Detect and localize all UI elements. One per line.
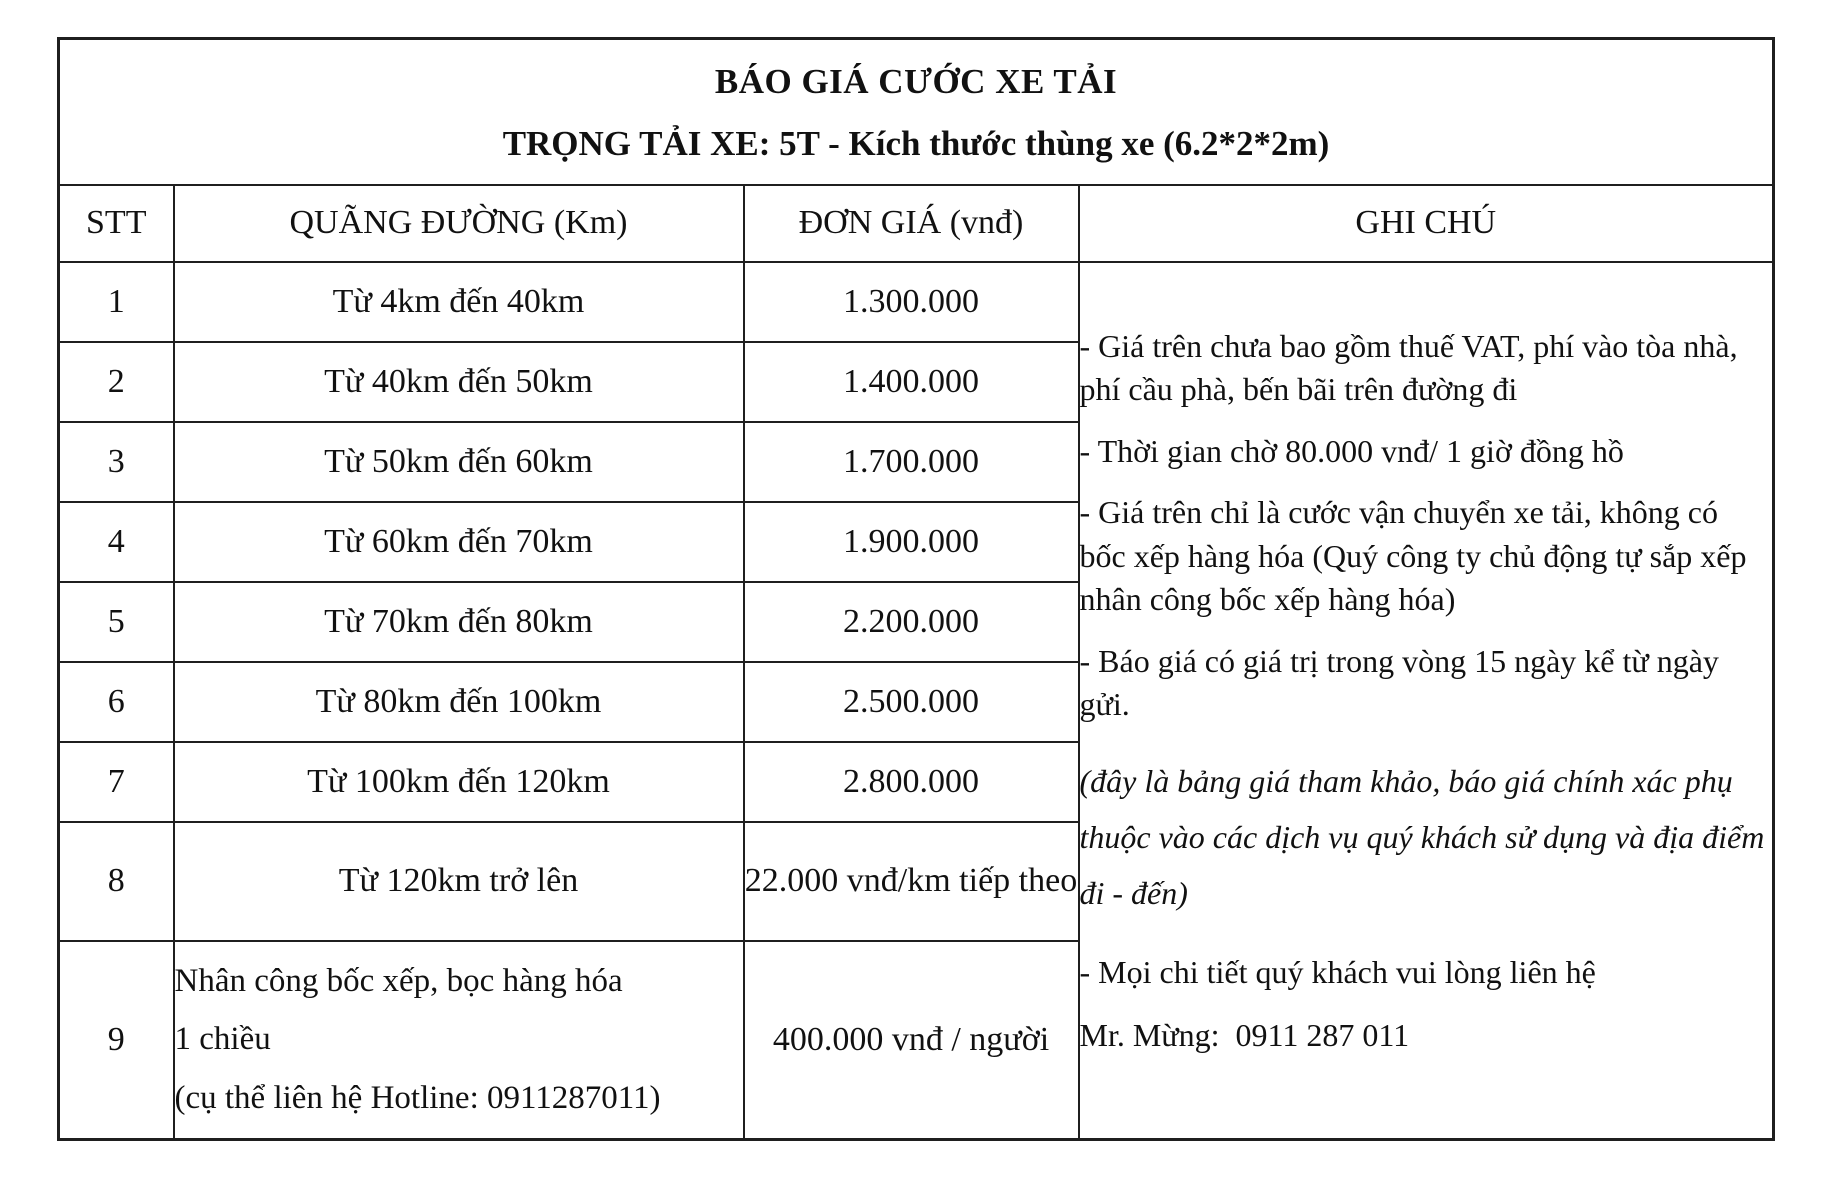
row-stt: 6 [57, 660, 175, 743]
title-row: BÁO GIÁ CƯỚC XE TẢI TRỌNG TẢI XE: 5T - K… [57, 37, 1775, 186]
row-route: Từ 120km trở lên [172, 820, 745, 942]
table-row: 1 Từ 4km đến 40km 1.300.000 - Giá trên c… [57, 260, 1775, 1141]
notes-cell: - Giá trên chưa bao gồm thuế VAT, phí và… [1077, 260, 1775, 1141]
table-row: 2 Từ 40km đến 50km 1.400.000 [57, 340, 1774, 423]
row-price: 1.400.000 [742, 340, 1080, 423]
note-contact: - Mọi chi tiết quý khách vui lòng liên h… [1079, 953, 1596, 990]
row-stt: 5 [57, 580, 175, 663]
document-title: BÁO GIÁ CƯỚC XE TẢI [714, 61, 1118, 101]
note-item-italic: (đây là bảng giá tham khảo, báo giá chín… [1079, 762, 1765, 911]
row-stt: 3 [57, 420, 175, 503]
row-route: Từ 50km đến 60km [172, 420, 745, 503]
row-stt: 9 [57, 939, 175, 1141]
table-row: 4 Từ 60km đến 70km 1.900.000 [57, 500, 1774, 583]
row-stt: 1 [57, 260, 175, 343]
row-stt: 7 [57, 740, 175, 823]
note-item: - Giá trên chưa bao gồm thuế VAT, phí và… [1079, 327, 1738, 408]
row-route: Từ 60km đến 70km [172, 500, 745, 583]
table-row: 5 Từ 70km đến 80km 2.200.000 [57, 580, 1774, 663]
row-price: 1.700.000 [742, 420, 1080, 503]
row-stt: 2 [57, 340, 175, 423]
col-header-route: QUÃNG ĐƯỜNG (Km) [172, 183, 745, 263]
row-stt: 8 [57, 820, 175, 942]
note-item: - Giá trên chỉ là cước vận chuyển xe tải… [1079, 494, 1747, 618]
row-route: Từ 80km đến 100km [172, 660, 745, 743]
quotation-sheet: BÁO GIÁ CƯỚC XE TẢI TRỌNG TẢI XE: 5T - K… [57, 37, 1776, 1141]
price-table: BÁO GIÁ CƯỚC XE TẢI TRỌNG TẢI XE: 5T - K… [57, 37, 1776, 1141]
row-price: 22.000 vnđ/km tiếp theo [742, 820, 1080, 942]
note-item: - Thời gian chờ 80.000 vnđ/ 1 giờ đồng h… [1079, 432, 1624, 469]
table-row: 9 Nhân công bốc xếp, bọc hàng hóa 1 chiề… [57, 939, 1774, 1141]
row-route: Từ 70km đến 80km [172, 580, 745, 663]
col-header-stt: STT [57, 183, 175, 263]
document-subtitle: TRỌNG TẢI XE: 5T - Kích thước thùng xe (… [502, 123, 1330, 163]
row-price: 400.000 vnđ / người [742, 939, 1080, 1141]
row-route: Nhân công bốc xếp, bọc hàng hóa 1 chiều … [172, 939, 745, 1141]
row-price: 1.900.000 [742, 500, 1080, 583]
header-row: STT QUÃNG ĐƯỜNG (Km) ĐƠN GIÁ (vnđ) GHI C… [57, 183, 1775, 263]
note-phone: Mr. Mừng: 0911 287 011 [1079, 1017, 1410, 1054]
row-route: Từ 4km đến 40km [172, 260, 745, 343]
row-price: 2.500.000 [742, 660, 1080, 743]
row-price: 1.300.000 [742, 260, 1080, 343]
col-header-price: ĐƠN GIÁ (vnđ) [742, 183, 1080, 263]
row-price: 2.200.000 [742, 580, 1080, 663]
table-row: 8 Từ 120km trở lên 22.000 vnđ/km tiếp th… [57, 820, 1774, 942]
note-item: - Báo giá có giá trị trong vòng 15 ngày … [1079, 642, 1719, 723]
col-header-notes: GHI CHÚ [1077, 183, 1775, 263]
table-row: 6 Từ 80km đến 100km 2.500.000 [57, 660, 1774, 743]
table-row: 7 Từ 100km đến 120km 2.800.000 [57, 740, 1774, 823]
title-cell: BÁO GIÁ CƯỚC XE TẢI TRỌNG TẢI XE: 5T - K… [57, 37, 1775, 186]
table-row: 3 Từ 50km đến 60km 1.700.000 [57, 420, 1774, 503]
row-price: 2.800.000 [742, 740, 1080, 823]
row-stt: 4 [57, 500, 175, 583]
row-route: Từ 100km đến 120km [172, 740, 745, 823]
row-route: Từ 40km đến 50km [172, 340, 745, 423]
